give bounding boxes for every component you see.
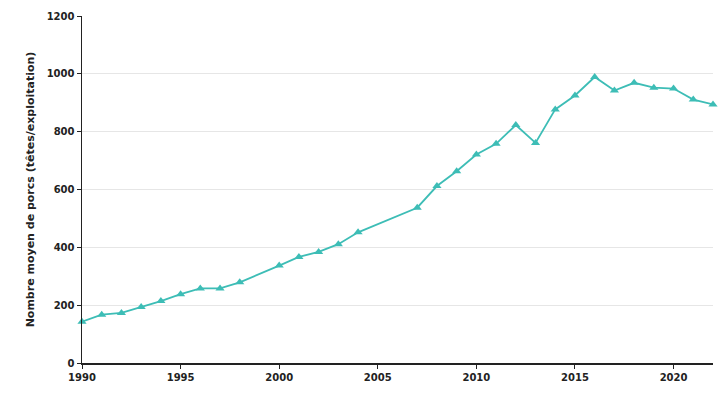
svg-text:800: 800 [54,126,75,137]
svg-text:2000: 2000 [265,372,293,383]
svg-text:Nombre moyen de porcs (têtes/e: Nombre moyen de porcs (têtes/exploitatio… [24,52,37,328]
svg-text:600: 600 [54,184,75,195]
svg-text:2015: 2015 [561,372,589,383]
svg-text:1200: 1200 [47,11,75,22]
svg-text:2005: 2005 [364,372,392,383]
svg-text:400: 400 [54,242,75,253]
svg-text:2020: 2020 [660,372,688,383]
svg-text:200: 200 [54,300,75,311]
svg-text:1995: 1995 [167,372,195,383]
svg-text:0: 0 [68,358,75,369]
svg-text:1000: 1000 [47,68,75,79]
svg-text:1990: 1990 [68,372,96,383]
svg-text:2010: 2010 [462,372,490,383]
